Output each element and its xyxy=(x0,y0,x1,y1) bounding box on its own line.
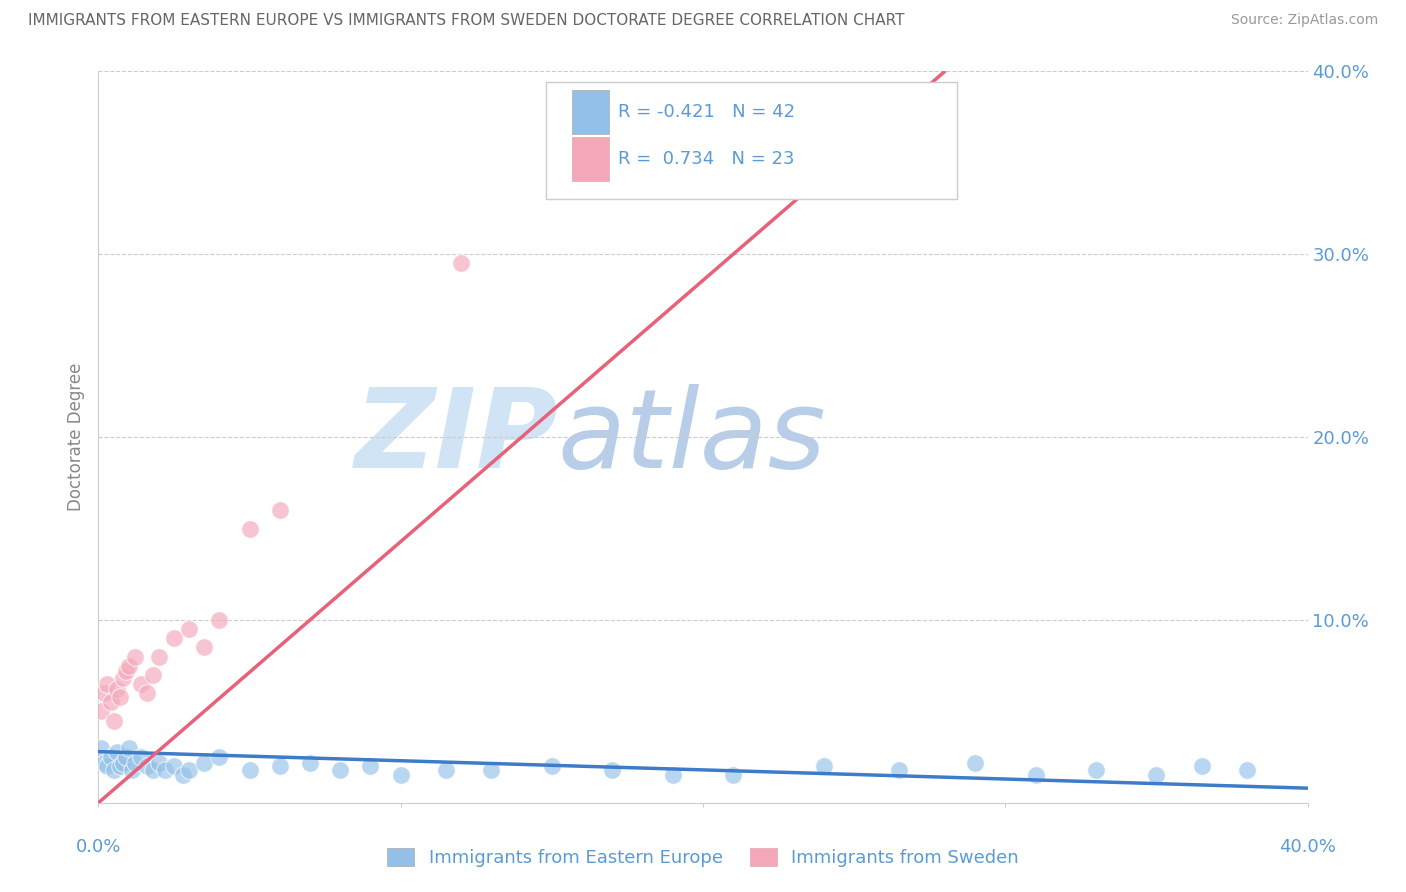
Point xyxy=(602,763,624,777)
Point xyxy=(692,174,714,188)
Point xyxy=(208,613,231,627)
Point xyxy=(114,750,136,764)
Point xyxy=(208,750,231,764)
Point xyxy=(1191,759,1213,773)
Point xyxy=(100,695,122,709)
Point xyxy=(965,756,987,770)
Point xyxy=(193,756,215,770)
Point xyxy=(111,756,134,770)
Point xyxy=(269,759,291,773)
Point xyxy=(121,763,143,777)
Point xyxy=(389,768,412,782)
Y-axis label: Doctorate Degree: Doctorate Degree xyxy=(66,363,84,511)
Point xyxy=(360,759,382,773)
Point xyxy=(721,768,744,782)
Point xyxy=(153,763,176,777)
Point xyxy=(90,705,112,719)
Text: atlas: atlas xyxy=(558,384,827,491)
Point xyxy=(90,740,112,755)
FancyBboxPatch shape xyxy=(546,82,957,200)
Point xyxy=(1085,763,1108,777)
Point xyxy=(148,649,170,664)
Text: IMMIGRANTS FROM EASTERN EUROPE VS IMMIGRANTS FROM SWEDEN DOCTORATE DEGREE CORREL: IMMIGRANTS FROM EASTERN EUROPE VS IMMIGR… xyxy=(28,13,904,29)
Point xyxy=(329,763,352,777)
Point xyxy=(661,768,683,782)
Text: R =  0.734   N = 23: R = 0.734 N = 23 xyxy=(619,150,794,168)
Legend: Immigrants from Eastern Europe, Immigrants from Sweden: Immigrants from Eastern Europe, Immigran… xyxy=(387,847,1019,867)
Point xyxy=(100,750,122,764)
Point xyxy=(105,682,128,697)
Point xyxy=(108,690,131,704)
Point xyxy=(269,503,291,517)
Point xyxy=(163,759,186,773)
Point xyxy=(93,686,115,700)
Point xyxy=(96,677,118,691)
Point xyxy=(163,632,186,646)
Point xyxy=(96,759,118,773)
Point xyxy=(124,756,146,770)
Point xyxy=(177,763,201,777)
Point xyxy=(889,763,911,777)
Point xyxy=(105,745,128,759)
Point xyxy=(114,664,136,678)
Text: R = -0.421   N = 42: R = -0.421 N = 42 xyxy=(619,103,796,120)
Point xyxy=(177,622,201,636)
Point xyxy=(540,759,562,773)
Point xyxy=(118,658,141,673)
Point xyxy=(111,672,134,686)
Point xyxy=(813,759,835,773)
Point xyxy=(129,677,152,691)
Text: 0.0%: 0.0% xyxy=(76,838,121,856)
Point xyxy=(1024,768,1046,782)
Point xyxy=(103,714,125,728)
Point xyxy=(129,750,152,764)
Point xyxy=(239,521,262,535)
Point xyxy=(103,763,125,777)
Point xyxy=(1236,763,1258,777)
Point xyxy=(239,763,262,777)
Point xyxy=(193,640,215,655)
Point xyxy=(142,667,165,681)
Point xyxy=(124,649,146,664)
Point xyxy=(434,763,457,777)
Point xyxy=(93,756,115,770)
Point xyxy=(142,763,165,777)
FancyBboxPatch shape xyxy=(572,90,609,134)
Point xyxy=(450,256,472,270)
Point xyxy=(108,759,131,773)
Point xyxy=(1144,768,1167,782)
Point xyxy=(481,763,503,777)
Text: Source: ZipAtlas.com: Source: ZipAtlas.com xyxy=(1230,13,1378,28)
Text: 40.0%: 40.0% xyxy=(1279,838,1336,856)
Point xyxy=(299,756,322,770)
Point xyxy=(118,740,141,755)
Text: ZIP: ZIP xyxy=(354,384,558,491)
Point xyxy=(148,756,170,770)
Point xyxy=(135,759,157,773)
Point xyxy=(172,768,194,782)
Point xyxy=(135,686,157,700)
FancyBboxPatch shape xyxy=(572,137,609,181)
